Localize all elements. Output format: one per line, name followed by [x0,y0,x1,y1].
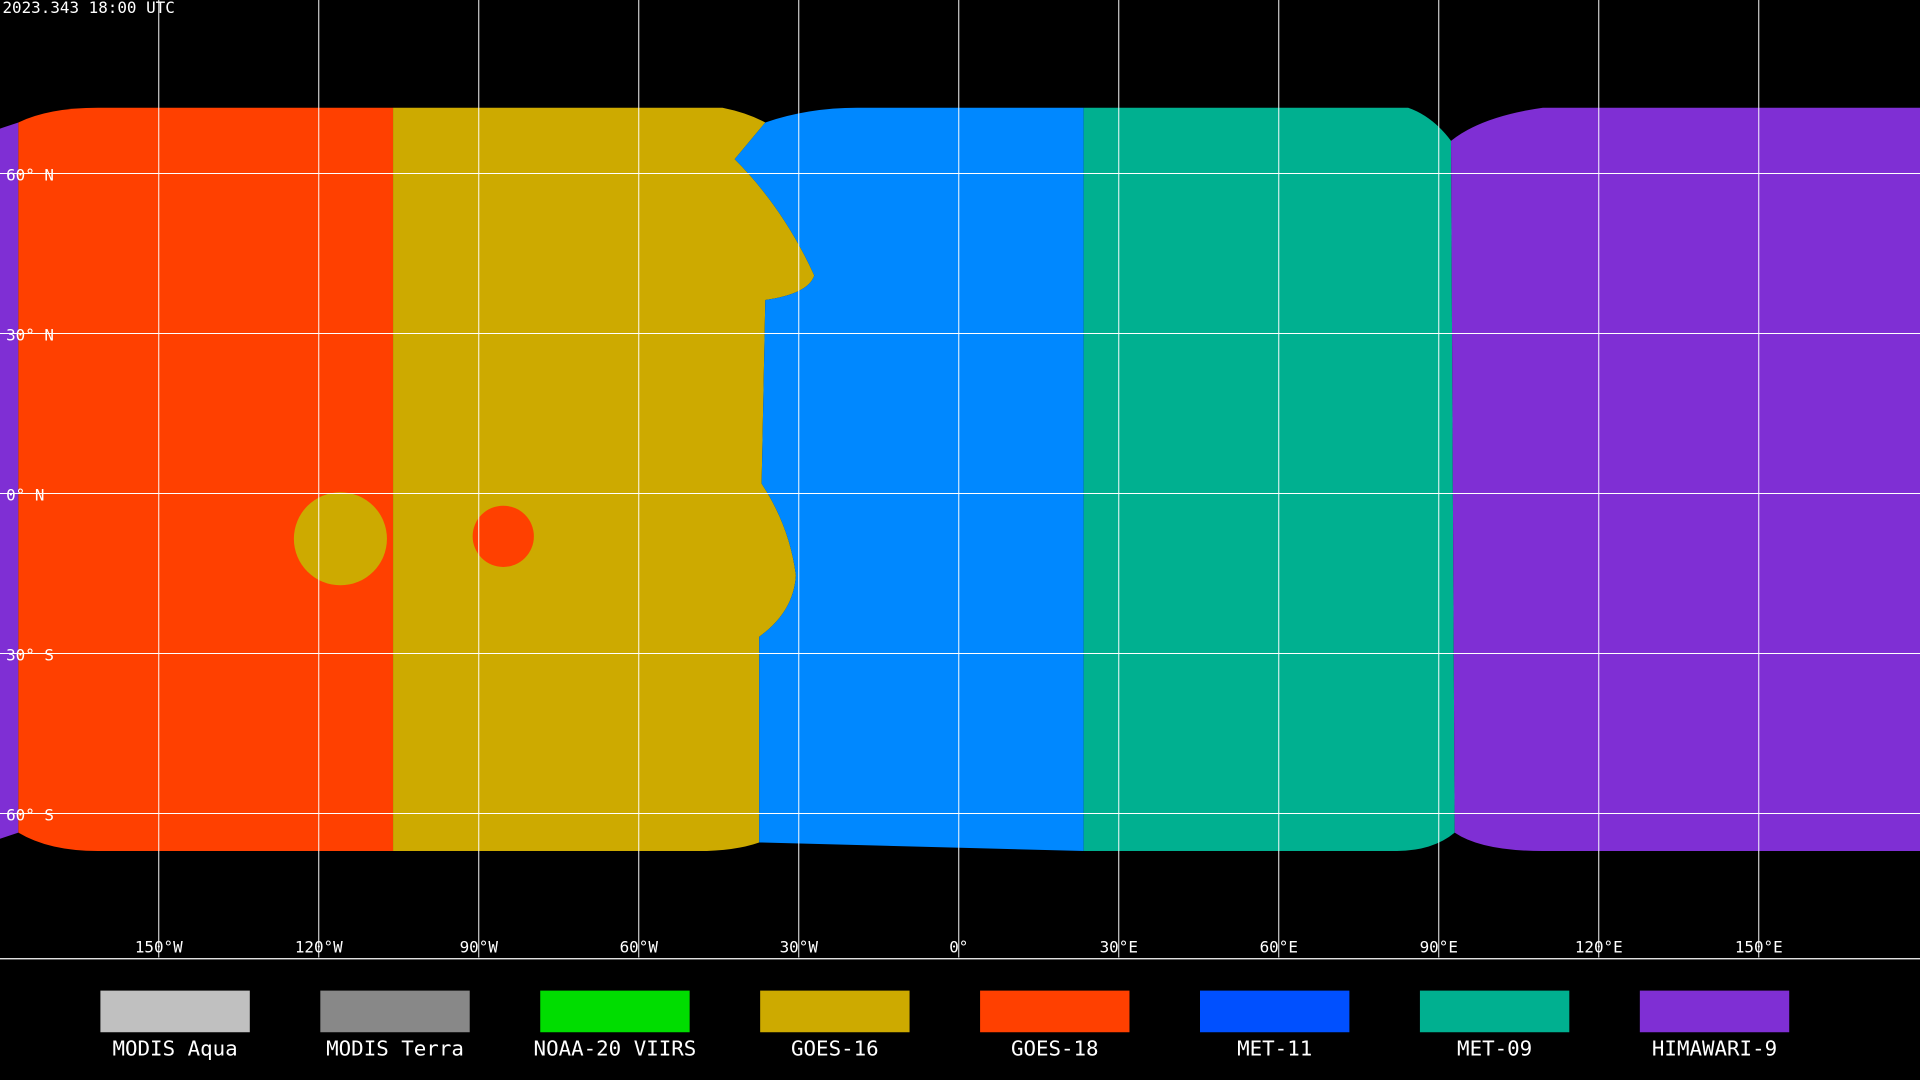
legend-label: GOES-18 [1011,1036,1099,1060]
legend-panel [0,957,1920,1080]
legend-label: MET-11 [1237,1036,1312,1060]
legend-label: NOAA-20 VIIRS [534,1036,697,1060]
longitude-label: 30°W [780,937,819,956]
met11-coverage [734,107,1084,852]
legend-swatch [1419,990,1570,1033]
longitude-label: 30°E [1100,937,1138,956]
graticule: 60° N 30° N 0° N 30° S 60° S 150°W 120°W 90°W 60… [0,0,1920,958]
latitude-label: 0° N [6,485,44,504]
longitude-label: 150°W [135,937,183,956]
latitude-label: 30° N [6,325,54,344]
legend-label: MODIS Terra [326,1036,464,1060]
goes16-coverage [393,107,815,852]
longitude-label: 90°W [460,937,499,956]
longitude-label: 60°W [620,937,659,956]
longitude-label: 120°W [295,937,343,956]
legend-swatch [320,990,470,1033]
himawari-coverage-west [0,122,19,839]
latitude-label: 60° S [6,805,54,824]
legend-swatch [540,990,690,1033]
timestamp: 2023.343 18:00 UTC [2,0,174,17]
met09-coverage [1083,107,1455,852]
coverage [0,107,1920,852]
longitude-label: 120°E [1575,937,1623,956]
legend: MODIS Aqua MODIS Terra NOAA-20 VIIRS GOES-1… [100,990,1790,1060]
goes18-coverage [18,107,394,852]
goes18-patch [472,505,534,567]
legend-swatch [1639,990,1790,1033]
legend-swatch [980,990,1130,1033]
himawari-coverage [1451,107,1920,852]
latitude-label: 30° S [6,645,54,664]
longitude-label: 150°E [1735,937,1783,956]
legend-swatch [760,990,910,1033]
goes16-patch [293,492,387,586]
legend-label: HIMAWARI-9 [1652,1036,1777,1060]
legend-label: MET-09 [1457,1036,1532,1060]
legend-swatch [100,990,250,1033]
longitude-label: 60°E [1260,937,1298,956]
legend-swatch [1200,990,1350,1033]
longitude-label: 0° [949,937,968,956]
longitude-label: 90°E [1420,937,1458,956]
latitude-label: 60° N [6,165,54,184]
legend-label: GOES-16 [791,1036,879,1060]
legend-label: MODIS Aqua [112,1036,237,1060]
